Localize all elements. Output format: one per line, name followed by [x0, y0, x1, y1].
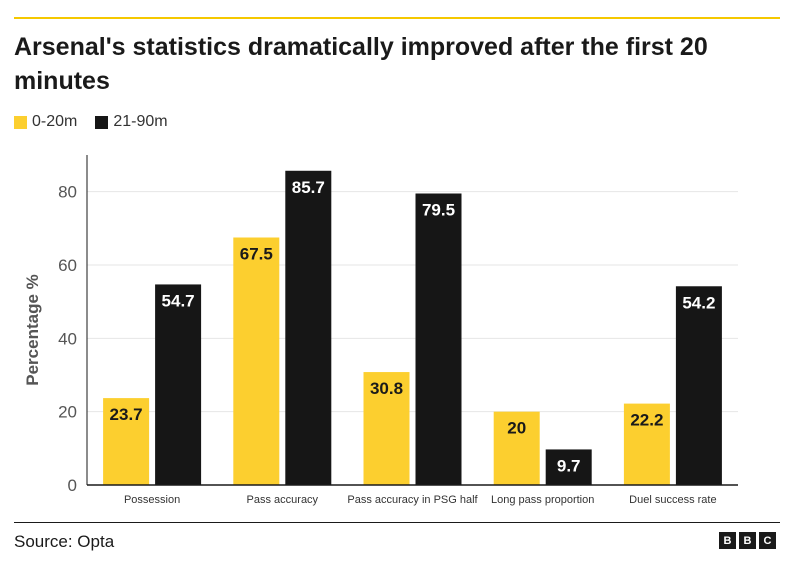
legend-swatch-series-2 — [95, 115, 109, 129]
x-tick-label: Duel success rate — [629, 494, 716, 506]
legend-item-series-1: 0-20m — [14, 113, 77, 131]
bar-1 — [103, 398, 150, 485]
legend-swatch-series-1 — [14, 115, 27, 129]
legend: 0-20m 21-90m — [14, 112, 168, 132]
x-tick-label: Pass accuracy in PSG half — [347, 494, 478, 506]
bar-value-label: 54.7 — [162, 291, 195, 310]
y-tick-label: 20 — [58, 403, 77, 422]
bar-1 — [493, 411, 540, 485]
bottom-rule — [14, 522, 780, 523]
bar-value-label: 30.8 — [370, 379, 403, 398]
bbc-logo: B B C — [719, 532, 776, 549]
bar-value-label: 20 — [507, 419, 526, 438]
x-tick-label: Pass accuracy — [247, 494, 319, 506]
bbc-logo-letter-1: B — [719, 532, 736, 549]
top-accent-rule — [14, 17, 780, 19]
bar-value-label: 23.7 — [110, 405, 143, 424]
source-note: Source: Opta — [14, 532, 115, 551]
bar-2 — [155, 284, 202, 485]
y-tick-label: 80 — [58, 183, 77, 202]
bar-2 — [545, 449, 592, 485]
bar-1 — [233, 237, 280, 485]
bar-1 — [623, 403, 670, 485]
legend-label-series-2: 21-90m — [113, 113, 168, 130]
bbc-logo-letter-2: B — [739, 532, 756, 549]
bar-value-label: 9.7 — [557, 456, 581, 475]
x-tick-label: Long pass proportion — [491, 494, 594, 506]
x-tick-label: Possession — [124, 494, 180, 506]
legend-item-series-2: 21-90m — [95, 113, 168, 131]
bbc-logo-letter-3: C — [759, 532, 776, 549]
bar-2 — [415, 193, 462, 485]
bar-value-label: 67.5 — [240, 245, 273, 264]
chart-title: Arsenal's statistics dramatically improv… — [14, 33, 708, 95]
legend-label-series-1: 0-20m — [32, 113, 78, 130]
y-tick-label: 40 — [58, 329, 77, 348]
y-tick-label: 0 — [68, 476, 77, 495]
bar-1 — [363, 372, 410, 485]
bar-value-label: 22.2 — [630, 411, 663, 430]
bar-chart: 0 20 40 60 80 Percentage % 23.7 54.7 Possession 6… — [23, 155, 738, 506]
bar-2 — [285, 170, 332, 485]
bar-2 — [675, 286, 722, 485]
bar-value-label: 79.5 — [422, 201, 455, 220]
y-tick-label: 60 — [58, 256, 77, 275]
bar-value-label: 85.7 — [292, 178, 325, 197]
y-axis-label: Percentage % — [23, 274, 42, 386]
bar-value-label: 54.2 — [682, 293, 715, 312]
